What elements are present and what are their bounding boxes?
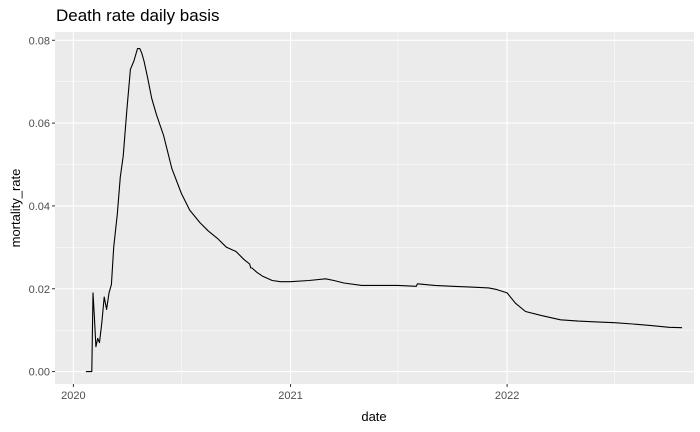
x-tick-label: 2021 (278, 390, 302, 402)
series-layer (85, 48, 683, 373)
plot-panel (55, 32, 694, 384)
x-axis-title: date (361, 409, 386, 424)
major-gridlines (55, 32, 694, 384)
y-tick-label: 0.00 (29, 367, 50, 379)
chart-title: Death rate daily basis (56, 6, 220, 25)
x-tick-label: 2020 (61, 390, 85, 402)
x-axis: 2020 2021 2022 (61, 384, 519, 402)
x-tick-label: 2022 (495, 390, 519, 402)
y-axis: 0.00 0.02 0.04 0.06 0.08 (29, 35, 55, 379)
y-tick-label: 0.04 (29, 201, 50, 213)
y-tick-label: 0.02 (29, 284, 50, 296)
series-line (85, 48, 683, 373)
minor-gridlines (55, 32, 694, 384)
y-tick-label: 0.08 (29, 35, 50, 47)
y-tick-label: 0.06 (29, 118, 50, 130)
y-axis-title: mortality_rate (8, 169, 23, 248)
